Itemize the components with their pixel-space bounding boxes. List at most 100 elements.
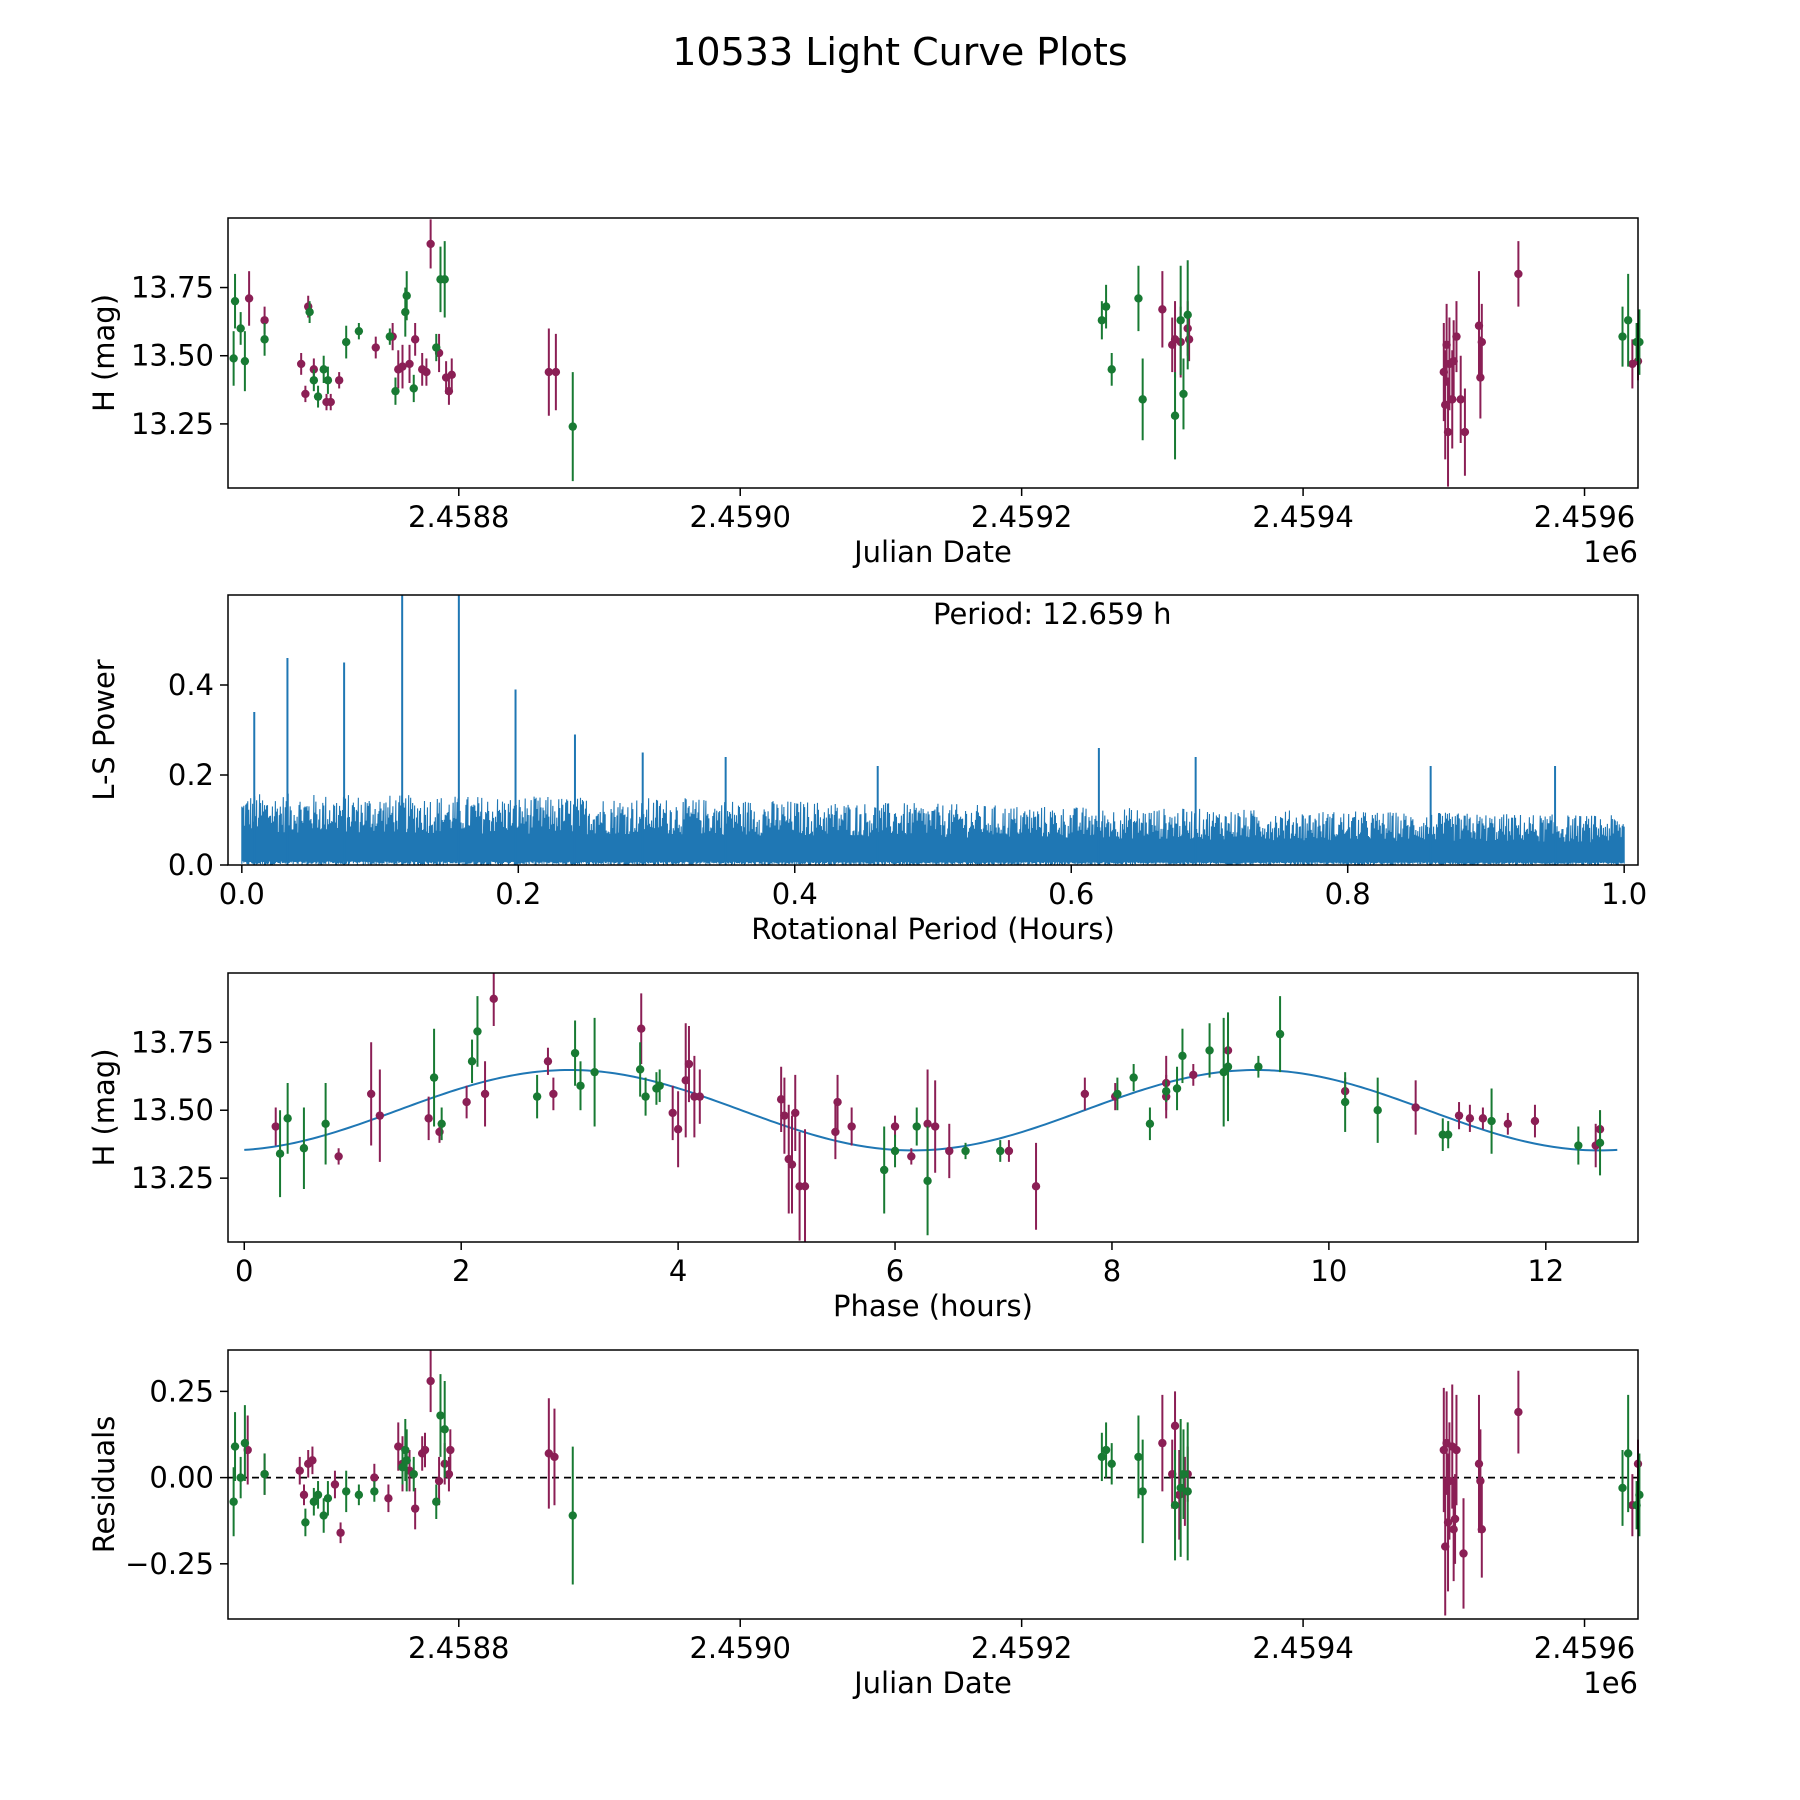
data-point bbox=[1635, 1490, 1644, 1500]
data-point bbox=[434, 1476, 444, 1486]
data-point bbox=[1101, 1445, 1111, 1455]
data-point bbox=[1635, 337, 1644, 347]
data-point bbox=[1465, 1114, 1475, 1123]
x-tick-label: 2.4588 bbox=[408, 500, 509, 534]
data-point bbox=[1478, 1114, 1488, 1123]
data-point bbox=[635, 1065, 645, 1074]
data-point bbox=[301, 1518, 310, 1527]
x-tick-label: 0 bbox=[235, 1254, 253, 1288]
data-point bbox=[544, 367, 554, 377]
data-point bbox=[1450, 1514, 1460, 1524]
x-tick-label: 10 bbox=[1310, 1254, 1347, 1288]
data-point bbox=[342, 337, 351, 347]
data-point bbox=[447, 370, 456, 380]
data-point bbox=[1223, 1062, 1233, 1071]
x-tick-label: 6 bbox=[886, 1254, 904, 1288]
data-point bbox=[568, 1511, 577, 1520]
data-point bbox=[673, 1125, 683, 1134]
data-point bbox=[1170, 1500, 1180, 1510]
data-point bbox=[473, 1027, 482, 1036]
data-point bbox=[684, 1059, 694, 1069]
data-point bbox=[424, 1114, 433, 1123]
periodogram-line bbox=[241, 793, 1625, 866]
data-point bbox=[446, 1445, 455, 1455]
data-point bbox=[1456, 395, 1465, 404]
data-point bbox=[296, 359, 306, 369]
x-tick-label: 0.4 bbox=[772, 877, 818, 911]
data-point bbox=[236, 324, 245, 333]
series-band-A bbox=[243, 1350, 1643, 1616]
x-tick-label: 2.4588 bbox=[408, 1631, 509, 1665]
data-point bbox=[1452, 1445, 1461, 1455]
data-point bbox=[436, 1411, 445, 1420]
data-point bbox=[321, 1119, 330, 1129]
data-point bbox=[1443, 427, 1453, 437]
data-point bbox=[668, 1108, 677, 1118]
data-point bbox=[1254, 1062, 1263, 1071]
data-point bbox=[847, 1122, 856, 1131]
x-tick-label: 2.4592 bbox=[971, 500, 1072, 534]
data-point bbox=[1443, 1130, 1453, 1139]
data-point bbox=[405, 359, 414, 369]
data-point bbox=[334, 1152, 343, 1161]
data-point bbox=[1172, 1084, 1182, 1093]
data-point bbox=[240, 356, 250, 366]
series-band-B bbox=[229, 1374, 1644, 1585]
data-point bbox=[532, 1092, 542, 1101]
data-point bbox=[1449, 1525, 1458, 1534]
data-point bbox=[945, 1146, 954, 1156]
data-point bbox=[444, 1469, 454, 1479]
data-point bbox=[326, 397, 335, 407]
y-axis-label: Residuals bbox=[87, 1416, 121, 1554]
figure-title: 10533 Light Curve Plots bbox=[672, 30, 1127, 74]
data-point bbox=[1184, 335, 1194, 344]
data-point bbox=[275, 1149, 285, 1158]
series-band-B bbox=[275, 996, 1605, 1236]
data-point bbox=[371, 343, 380, 352]
x-tick-label: 2.4592 bbox=[971, 1631, 1072, 1665]
data-point bbox=[787, 1160, 797, 1169]
data-point bbox=[1474, 1459, 1484, 1469]
y-axis-label: H (mag) bbox=[87, 1048, 121, 1166]
data-point bbox=[1623, 1449, 1633, 1458]
x-tick-label: 2.4590 bbox=[689, 1631, 790, 1665]
data-point bbox=[833, 1097, 842, 1107]
data-point bbox=[440, 275, 449, 284]
data-point bbox=[1170, 411, 1180, 420]
data-point bbox=[776, 1095, 786, 1104]
data-point bbox=[402, 1456, 411, 1465]
data-point bbox=[336, 1528, 345, 1537]
x-tick-label: 2.4594 bbox=[1252, 1631, 1353, 1665]
data-point bbox=[375, 1111, 385, 1120]
x-axis-label: Phase (hours) bbox=[833, 1289, 1033, 1323]
y-tick-label: 0.4 bbox=[168, 668, 214, 702]
y-tick-label: 13.25 bbox=[131, 1161, 214, 1195]
data-point bbox=[1179, 389, 1188, 399]
data-point bbox=[800, 1182, 810, 1191]
data-point bbox=[398, 362, 407, 371]
data-point bbox=[394, 1442, 403, 1451]
data-point bbox=[791, 1108, 800, 1118]
data-point bbox=[384, 1494, 393, 1503]
data-point bbox=[426, 239, 435, 249]
data-point bbox=[1138, 1487, 1147, 1496]
x-tick-label: 2.4596 bbox=[1534, 1631, 1635, 1665]
x-tick-label: 2.4596 bbox=[1534, 500, 1635, 534]
data-point bbox=[437, 1119, 446, 1129]
chart-lightcurve: 2.4588 2.4590 2.4592 2.4594 2.4596 13.25 13.50… bbox=[87, 217, 1644, 569]
data-point bbox=[1514, 269, 1523, 279]
data-point bbox=[681, 1076, 690, 1085]
y-axis-label: H (mag) bbox=[87, 294, 121, 412]
data-point bbox=[301, 389, 310, 399]
data-point bbox=[370, 1473, 379, 1482]
data-point bbox=[295, 1466, 304, 1475]
data-point bbox=[890, 1122, 900, 1131]
x-axis-label: Rotational Period (Hours) bbox=[751, 912, 1115, 946]
data-point bbox=[576, 1081, 585, 1090]
data-point bbox=[923, 1176, 932, 1186]
data-point bbox=[236, 1473, 245, 1482]
data-point bbox=[410, 1504, 420, 1513]
data-point bbox=[637, 1024, 646, 1033]
data-point bbox=[550, 1452, 559, 1462]
